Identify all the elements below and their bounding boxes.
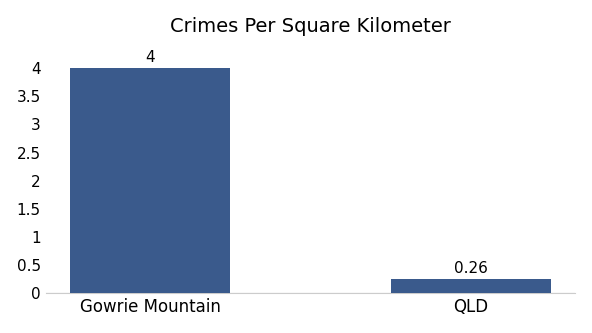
Bar xyxy=(391,279,551,293)
Bar xyxy=(70,68,230,293)
Text: 4: 4 xyxy=(145,50,155,65)
Text: 0.26: 0.26 xyxy=(454,261,488,276)
Title: Crimes Per Square Kilometer: Crimes Per Square Kilometer xyxy=(170,17,451,36)
